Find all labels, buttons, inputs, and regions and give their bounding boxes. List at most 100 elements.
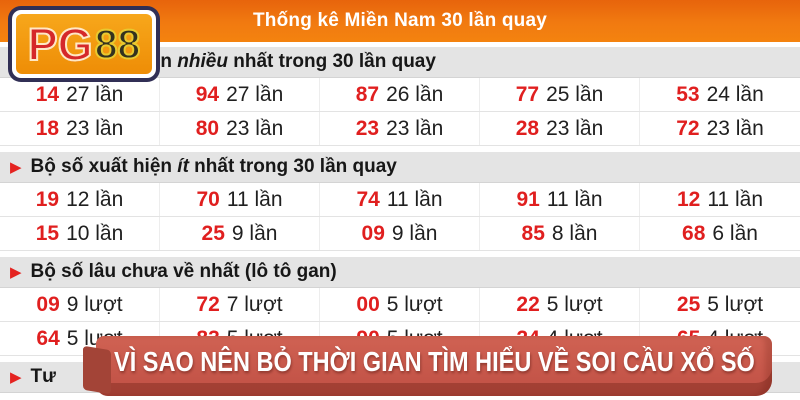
stat-cell: 87 26 lần	[320, 78, 480, 111]
lotto-number: 09	[361, 221, 385, 245]
lotto-number: 25	[676, 292, 701, 316]
stat-cell: 22 5 lượt	[480, 288, 640, 321]
frequency-label: 24 lần	[706, 82, 764, 106]
frequency-label: 9 lần	[391, 221, 438, 245]
section-header-longest-absent: ▶ Bộ số lâu chưa về nhất (lô tô gan)	[0, 257, 800, 288]
stat-cell: 25 9 lần	[160, 217, 320, 250]
frequency-label: 11 lần	[386, 187, 443, 211]
lotto-number: 74	[356, 187, 380, 211]
lotto-number: 23	[355, 116, 380, 140]
frequency-label: 23 lần	[546, 116, 604, 140]
title-prefix: Tư	[30, 366, 56, 387]
stat-cell: 85 8 lần	[480, 217, 640, 250]
logo-text-pg: PG	[27, 18, 94, 70]
section-title: Bộ số lâu chưa về nhất (lô tô gan)	[31, 261, 337, 283]
frequency-label: 12 lần	[66, 187, 124, 211]
frequency-label: 11 lần	[707, 187, 764, 211]
lotto-number: 94	[195, 82, 220, 106]
stat-cell: 72 7 lượt	[160, 288, 320, 321]
frequency-label: 27 lần	[226, 82, 284, 106]
lotto-number: 00	[356, 292, 380, 316]
frequency-label: 5 lượt	[386, 292, 443, 316]
frequency-label: 5 lượt	[707, 292, 764, 316]
stats-row: 15 10 lần 25 9 lần 09 9 lần 85 8 lần 68 6 lần	[0, 217, 800, 251]
stats-row: 14 27 lần 94 27 lần 87 26 lần 77 25 lần 53 24…	[0, 78, 800, 112]
lotto-number: 25	[201, 221, 225, 245]
frequency-label: 27 lần	[66, 82, 124, 106]
title-prefix: Bộ số xuất hiện	[30, 156, 178, 177]
stat-cell: 70 11 lần	[160, 183, 320, 216]
frequency-label: 23 lần	[706, 116, 764, 140]
stats-row: 19 12 lần 70 11 lần 74 11 lần 91 11 lần 12 11…	[0, 183, 800, 217]
title-emphasis: (lô tô gan)	[244, 261, 337, 282]
stat-cell: 72 23 lần	[640, 112, 800, 145]
stat-cell: 09 9 lần	[320, 217, 480, 250]
stat-cell: 91 11 lần	[480, 183, 640, 216]
stat-cell: 80 23 lần	[160, 112, 320, 145]
stat-cell: 14 27 lần	[0, 78, 160, 111]
lotto-number: 72	[676, 116, 700, 140]
lotto-number: 91	[516, 187, 540, 211]
lotto-number: 87	[355, 82, 380, 106]
pg88-logo[interactable]: PG 88	[8, 6, 160, 82]
lotto-number: 72	[196, 292, 220, 316]
lotto-number: 80	[195, 116, 220, 140]
banner-title: VÌ SAO NÊN BỎ THỜI GIAN TÌM HIỂU VỀ SOI …	[113, 345, 755, 377]
stats-row: 18 23 lần 80 23 lần 23 23 lần 28 23 lần 72 23…	[0, 112, 800, 146]
lotto-number: 70	[196, 187, 220, 211]
lotto-number: 09	[36, 292, 60, 316]
page-title: Thống kê Miền Nam 30 lần quay	[252, 10, 548, 31]
stat-cell: 74 11 lần	[320, 183, 480, 216]
stat-cell: 68 6 lần	[640, 217, 800, 250]
frequency-label: 11 lần	[546, 187, 603, 211]
lotto-number: 12	[676, 187, 701, 211]
title-emphasis: ít	[177, 156, 189, 177]
stat-cell: 94 27 lần	[160, 78, 320, 111]
frequency-label: 25 lần	[546, 82, 604, 106]
stat-cell: 15 10 lần	[0, 217, 160, 250]
frequency-label: 23 lần	[66, 116, 124, 140]
lotto-number: 14	[35, 82, 60, 106]
stat-cell: 28 23 lần	[480, 112, 640, 145]
lotto-number: 22	[516, 292, 540, 316]
stats-row: 09 9 lượt 72 7 lượt 00 5 lượt 22 5 lượt 25 5 …	[0, 288, 800, 322]
frequency-label: 8 lần	[551, 221, 598, 245]
stat-cell: 18 23 lần	[0, 112, 160, 145]
lotto-number: 28	[515, 116, 540, 140]
title-suffix: nhất trong 30 lần quay	[188, 156, 397, 177]
lotto-number: 53	[676, 82, 700, 106]
stat-cell: 09 9 lượt	[0, 288, 160, 321]
lotto-number: 85	[521, 221, 545, 245]
frequency-label: 26 lần	[386, 82, 444, 106]
title-prefix: Bộ số lâu chưa về nhất	[30, 261, 245, 282]
frequency-label: 10 lần	[66, 221, 124, 245]
frequency-label: 23 lần	[386, 116, 444, 140]
stat-cell: 19 12 lần	[0, 183, 160, 216]
frequency-label: 11 lần	[226, 187, 283, 211]
stat-cell: 25 5 lượt	[640, 288, 800, 321]
frequency-label: 5 lượt	[546, 292, 603, 316]
triangle-bullet-icon: ▶	[10, 263, 22, 281]
lotto-number: 77	[515, 82, 540, 106]
title-suffix: nhất trong 30 lần quay	[227, 51, 436, 72]
lotto-number: 19	[35, 187, 60, 211]
stat-cell: 12 11 lần	[640, 183, 800, 216]
frequency-label: 9 lần	[231, 221, 278, 245]
logo-white-frame: PG 88	[12, 10, 156, 78]
lotto-number: 64	[36, 326, 60, 350]
logo-face: PG 88	[16, 14, 152, 74]
logo-text-88: 88	[94, 20, 142, 67]
stat-cell: 53 24 lần	[640, 78, 800, 111]
section-title: Bộ số xuất hiện ít nhất trong 30 lần qua…	[31, 156, 397, 178]
promo-banner[interactable]: VÌ SAO NÊN BỎ THỜI GIAN TÌM HIỂU VỀ SOI …	[96, 336, 772, 396]
frequency-label: 6 lần	[712, 221, 758, 245]
frequency-label: 23 lần	[226, 116, 284, 140]
section-title: Tư	[31, 366, 56, 388]
lotto-number: 15	[35, 221, 60, 245]
section-least-frequent: ▶ Bộ số xuất hiện ít nhất trong 30 lần q…	[0, 152, 800, 251]
frequency-label: 7 lượt	[226, 292, 283, 316]
stat-cell: 00 5 lượt	[320, 288, 480, 321]
frequency-label: 9 lượt	[66, 292, 123, 316]
triangle-bullet-icon: ▶	[10, 368, 22, 386]
